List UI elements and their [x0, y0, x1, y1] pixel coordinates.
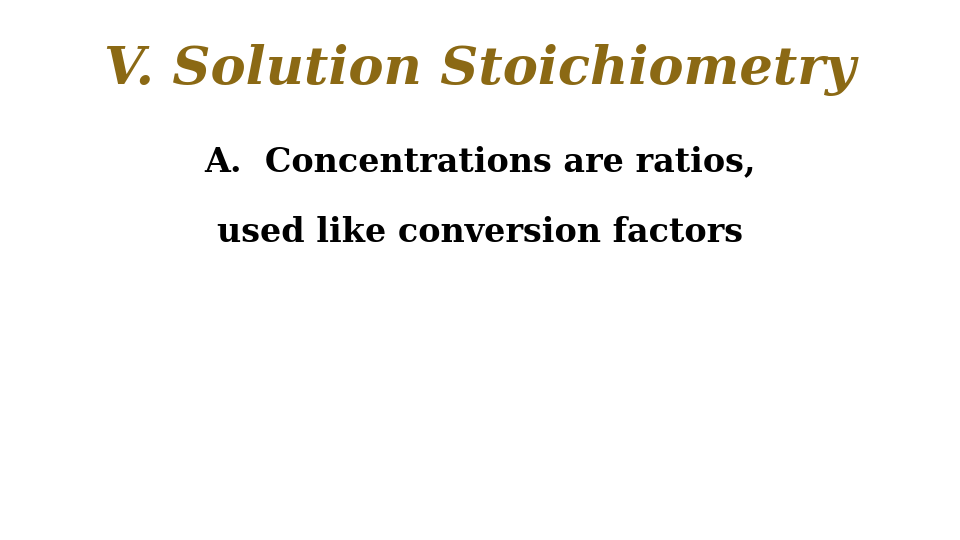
Text: V. Solution Stoichiometry: V. Solution Stoichiometry [105, 44, 855, 96]
Text: used like conversion factors: used like conversion factors [217, 215, 743, 249]
Text: A.  Concentrations are ratios,: A. Concentrations are ratios, [204, 145, 756, 179]
